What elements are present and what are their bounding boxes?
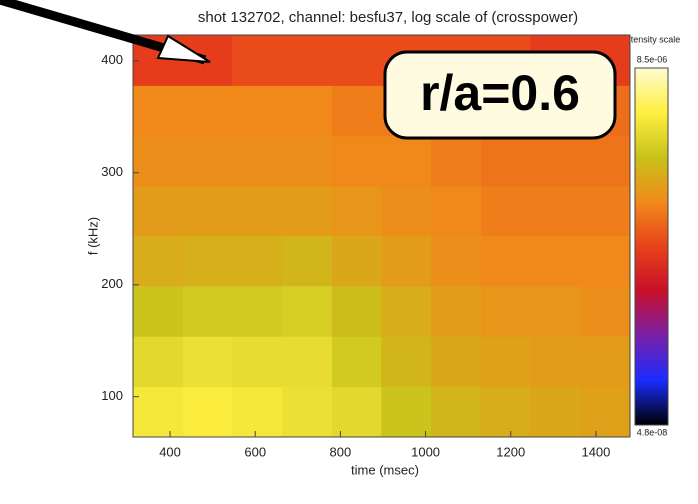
y-tick-label: 400 bbox=[101, 52, 123, 67]
heatmap-cell bbox=[431, 336, 482, 388]
colorbar-tick-label: 8.5e-06 bbox=[637, 54, 668, 64]
heatmap-cell bbox=[530, 336, 581, 388]
heatmap-cell bbox=[282, 186, 333, 236]
heatmap-cell bbox=[282, 35, 333, 86]
heatmap-cell bbox=[580, 336, 631, 388]
heatmap-cell bbox=[480, 135, 531, 187]
x-tick-label: 400 bbox=[159, 444, 181, 459]
heatmap-cell bbox=[431, 186, 482, 236]
heatmap-cell bbox=[580, 386, 631, 438]
heatmap-cell bbox=[133, 85, 184, 137]
heatmap-cell bbox=[133, 135, 184, 187]
heatmap-cell bbox=[232, 386, 283, 438]
annotation-box bbox=[383, 50, 617, 140]
chart-title: shot 132702, channel: besfu37, log scale… bbox=[198, 9, 578, 26]
heatmap-cell bbox=[530, 186, 581, 236]
heatmap-cell bbox=[133, 386, 184, 438]
heatmap-cell bbox=[530, 285, 581, 337]
heatmap-cell bbox=[232, 85, 283, 137]
heatmap-cell bbox=[182, 336, 233, 388]
heatmap-cell bbox=[282, 285, 333, 337]
colorbar-label: intensity scale bbox=[624, 34, 681, 44]
x-tick-label: 1400 bbox=[581, 444, 610, 459]
heatmap-cell bbox=[530, 135, 581, 187]
colorbar-tick-label: 4.8e-08 bbox=[637, 427, 668, 437]
heatmap-cell bbox=[282, 85, 333, 137]
heatmap-cell bbox=[431, 135, 482, 187]
heatmap-cell bbox=[530, 235, 581, 287]
heatmap-cell bbox=[232, 35, 283, 86]
heatmap-cell bbox=[182, 285, 233, 337]
heatmap-cell bbox=[232, 285, 283, 337]
heatmap-cell bbox=[232, 336, 283, 388]
heatmap-cell bbox=[580, 186, 631, 236]
y-tick-label: 100 bbox=[101, 388, 123, 403]
x-tick-label: 1200 bbox=[496, 444, 525, 459]
heatmap-cell bbox=[133, 235, 184, 287]
heatmap-cell bbox=[580, 235, 631, 287]
heatmap-cell bbox=[282, 235, 333, 287]
heatmap-cell bbox=[232, 186, 283, 236]
heatmap-cell bbox=[480, 336, 531, 388]
heatmap-cell bbox=[480, 285, 531, 337]
heatmap-cell bbox=[431, 386, 482, 438]
heatmap-cell bbox=[282, 386, 333, 438]
heatmap-cell bbox=[232, 235, 283, 287]
heatmap-cell bbox=[381, 336, 432, 388]
heatmap-cell bbox=[431, 235, 482, 287]
heatmap-cell bbox=[381, 386, 432, 438]
heatmap-cell bbox=[530, 386, 581, 438]
x-tick-label: 1000 bbox=[411, 444, 440, 459]
x-axis-label: time (msec) bbox=[351, 462, 419, 477]
heatmap-cell bbox=[182, 186, 233, 236]
heatmap-cell bbox=[182, 235, 233, 287]
colorbar bbox=[634, 67, 669, 426]
heatmap-cell bbox=[182, 85, 233, 137]
annotation: r/a=0.6 bbox=[420, 65, 580, 121]
heatmap-cell bbox=[133, 285, 184, 337]
heatmap-cell bbox=[133, 186, 184, 236]
heatmap-cell bbox=[331, 35, 382, 86]
heatmap-cell bbox=[331, 186, 382, 236]
plot-frame bbox=[132, 34, 631, 438]
heatmap-cell bbox=[282, 336, 333, 388]
heatmap-cell bbox=[331, 85, 382, 137]
arrow-head bbox=[156, 34, 211, 63]
heatmap-cell bbox=[580, 135, 631, 187]
y-tick-label: 200 bbox=[101, 276, 123, 291]
heatmap-cell bbox=[232, 135, 283, 187]
heatmap-cell bbox=[331, 285, 382, 337]
heatmap-cell bbox=[480, 386, 531, 438]
heatmap-cell bbox=[381, 186, 432, 236]
heatmap-cell bbox=[331, 135, 382, 187]
heatmap-cell bbox=[381, 235, 432, 287]
heatmap-cell bbox=[331, 235, 382, 287]
heatmap-cell bbox=[381, 135, 432, 187]
heatmap-cell bbox=[133, 336, 184, 388]
heatmap-cell bbox=[331, 336, 382, 388]
heatmap-cell bbox=[480, 235, 531, 287]
x-tick-label: 600 bbox=[244, 444, 266, 459]
heatmap-cell bbox=[381, 285, 432, 337]
y-tick-label: 300 bbox=[101, 164, 123, 179]
heatmap-cell bbox=[282, 135, 333, 187]
heatmap-cell bbox=[182, 135, 233, 187]
heatmap-cell bbox=[580, 285, 631, 337]
y-axis-label: f (kHz) bbox=[85, 217, 100, 255]
heatmap-cell bbox=[182, 386, 233, 438]
heatmap-cell bbox=[431, 285, 482, 337]
heatmap-cell bbox=[331, 386, 382, 438]
x-tick-label: 800 bbox=[330, 444, 352, 459]
heatmap-cell bbox=[480, 186, 531, 236]
